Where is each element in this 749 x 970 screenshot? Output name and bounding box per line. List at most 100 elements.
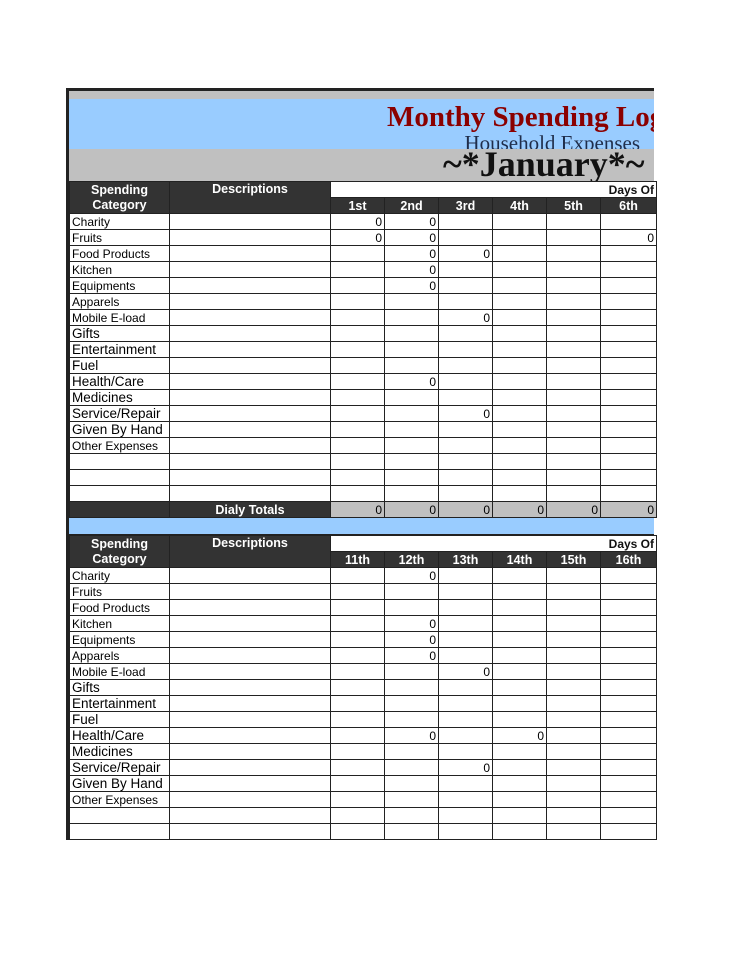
amount-cell[interactable] [330, 437, 385, 454]
amount-cell[interactable] [546, 293, 601, 310]
amount-cell[interactable] [599, 615, 658, 632]
amount-cell[interactable] [438, 631, 493, 648]
amount-cell[interactable] [384, 743, 439, 760]
amount-cell[interactable] [330, 727, 385, 744]
amount-cell[interactable] [384, 453, 439, 470]
amount-cell[interactable]: 0 [438, 759, 493, 776]
description-cell[interactable] [169, 823, 331, 840]
category-cell[interactable]: Gifts [69, 325, 170, 342]
amount-cell[interactable] [438, 277, 493, 294]
category-cell[interactable]: Apparels [69, 293, 170, 310]
description-cell[interactable] [169, 695, 331, 712]
amount-cell[interactable]: 0 [384, 727, 439, 744]
amount-cell[interactable] [546, 469, 601, 486]
amount-cell[interactable] [599, 405, 658, 422]
category-cell[interactable]: Equipments [69, 631, 170, 648]
amount-cell[interactable] [384, 679, 439, 696]
amount-cell[interactable] [599, 485, 658, 502]
amount-cell[interactable] [330, 695, 385, 712]
amount-cell[interactable] [546, 727, 601, 744]
amount-cell[interactable] [599, 727, 658, 744]
amount-cell[interactable] [330, 277, 385, 294]
amount-cell[interactable]: 0 [384, 261, 439, 278]
amount-cell[interactable] [438, 341, 493, 358]
description-cell[interactable] [169, 213, 331, 230]
category-cell[interactable]: Mobile E-load [69, 309, 170, 326]
category-cell[interactable]: Service/Repair [69, 405, 170, 422]
amount-cell[interactable] [599, 341, 658, 358]
description-cell[interactable] [169, 711, 331, 728]
amount-cell[interactable] [438, 711, 493, 728]
description-cell[interactable] [169, 357, 331, 374]
amount-cell[interactable] [330, 631, 385, 648]
category-cell[interactable]: Fruits [69, 229, 170, 246]
amount-cell[interactable] [492, 229, 547, 246]
amount-cell[interactable] [599, 309, 658, 326]
amount-cell[interactable] [384, 341, 439, 358]
amount-cell[interactable] [330, 309, 385, 326]
description-cell[interactable] [169, 405, 331, 422]
amount-cell[interactable] [492, 341, 547, 358]
description-cell[interactable] [169, 647, 331, 664]
amount-cell[interactable] [546, 437, 601, 454]
amount-cell[interactable] [492, 293, 547, 310]
amount-cell[interactable] [330, 469, 385, 486]
category-cell[interactable]: Health/Care [69, 727, 170, 744]
amount-cell[interactable] [599, 631, 658, 648]
amount-cell[interactable] [492, 389, 547, 406]
amount-cell[interactable]: 0 [384, 631, 439, 648]
category-cell[interactable]: Given By Hand [69, 421, 170, 438]
category-cell[interactable]: Equipments [69, 277, 170, 294]
amount-cell[interactable] [438, 615, 493, 632]
description-cell[interactable] [169, 293, 331, 310]
amount-cell[interactable] [546, 405, 601, 422]
amount-cell[interactable] [384, 437, 439, 454]
amount-cell[interactable] [330, 293, 385, 310]
amount-cell[interactable] [330, 663, 385, 680]
amount-cell[interactable] [492, 791, 547, 808]
amount-cell[interactable] [599, 245, 658, 262]
amount-cell[interactable] [492, 373, 547, 390]
amount-cell[interactable]: 0 [599, 229, 658, 246]
amount-cell[interactable] [438, 229, 493, 246]
amount-cell[interactable] [492, 325, 547, 342]
amount-cell[interactable] [546, 357, 601, 374]
amount-cell[interactable] [599, 823, 658, 840]
amount-cell[interactable] [384, 823, 439, 840]
amount-cell[interactable] [599, 469, 658, 486]
amount-cell[interactable] [492, 277, 547, 294]
amount-cell[interactable] [330, 775, 385, 792]
amount-cell[interactable] [546, 325, 601, 342]
amount-cell[interactable] [438, 469, 493, 486]
amount-cell[interactable] [438, 437, 493, 454]
amount-cell[interactable] [438, 647, 493, 664]
amount-cell[interactable] [492, 759, 547, 776]
amount-cell[interactable] [546, 567, 601, 584]
description-cell[interactable] [169, 453, 331, 470]
amount-cell[interactable] [330, 615, 385, 632]
amount-cell[interactable] [330, 791, 385, 808]
amount-cell[interactable] [546, 229, 601, 246]
description-cell[interactable] [169, 277, 331, 294]
description-cell[interactable] [169, 229, 331, 246]
amount-cell[interactable] [599, 453, 658, 470]
amount-cell[interactable] [384, 309, 439, 326]
amount-cell[interactable] [384, 775, 439, 792]
amount-cell[interactable] [599, 759, 658, 776]
amount-cell[interactable] [546, 711, 601, 728]
description-cell[interactable] [169, 631, 331, 648]
amount-cell[interactable] [438, 261, 493, 278]
description-cell[interactable] [169, 791, 331, 808]
amount-cell[interactable] [599, 421, 658, 438]
amount-cell[interactable] [384, 583, 439, 600]
amount-cell[interactable] [492, 775, 547, 792]
description-cell[interactable] [169, 807, 331, 824]
amount-cell[interactable] [492, 453, 547, 470]
amount-cell[interactable] [384, 807, 439, 824]
amount-cell[interactable] [546, 695, 601, 712]
amount-cell[interactable] [492, 695, 547, 712]
amount-cell[interactable] [546, 759, 601, 776]
category-cell[interactable]: Health/Care [69, 373, 170, 390]
amount-cell[interactable] [492, 309, 547, 326]
amount-cell[interactable] [546, 389, 601, 406]
